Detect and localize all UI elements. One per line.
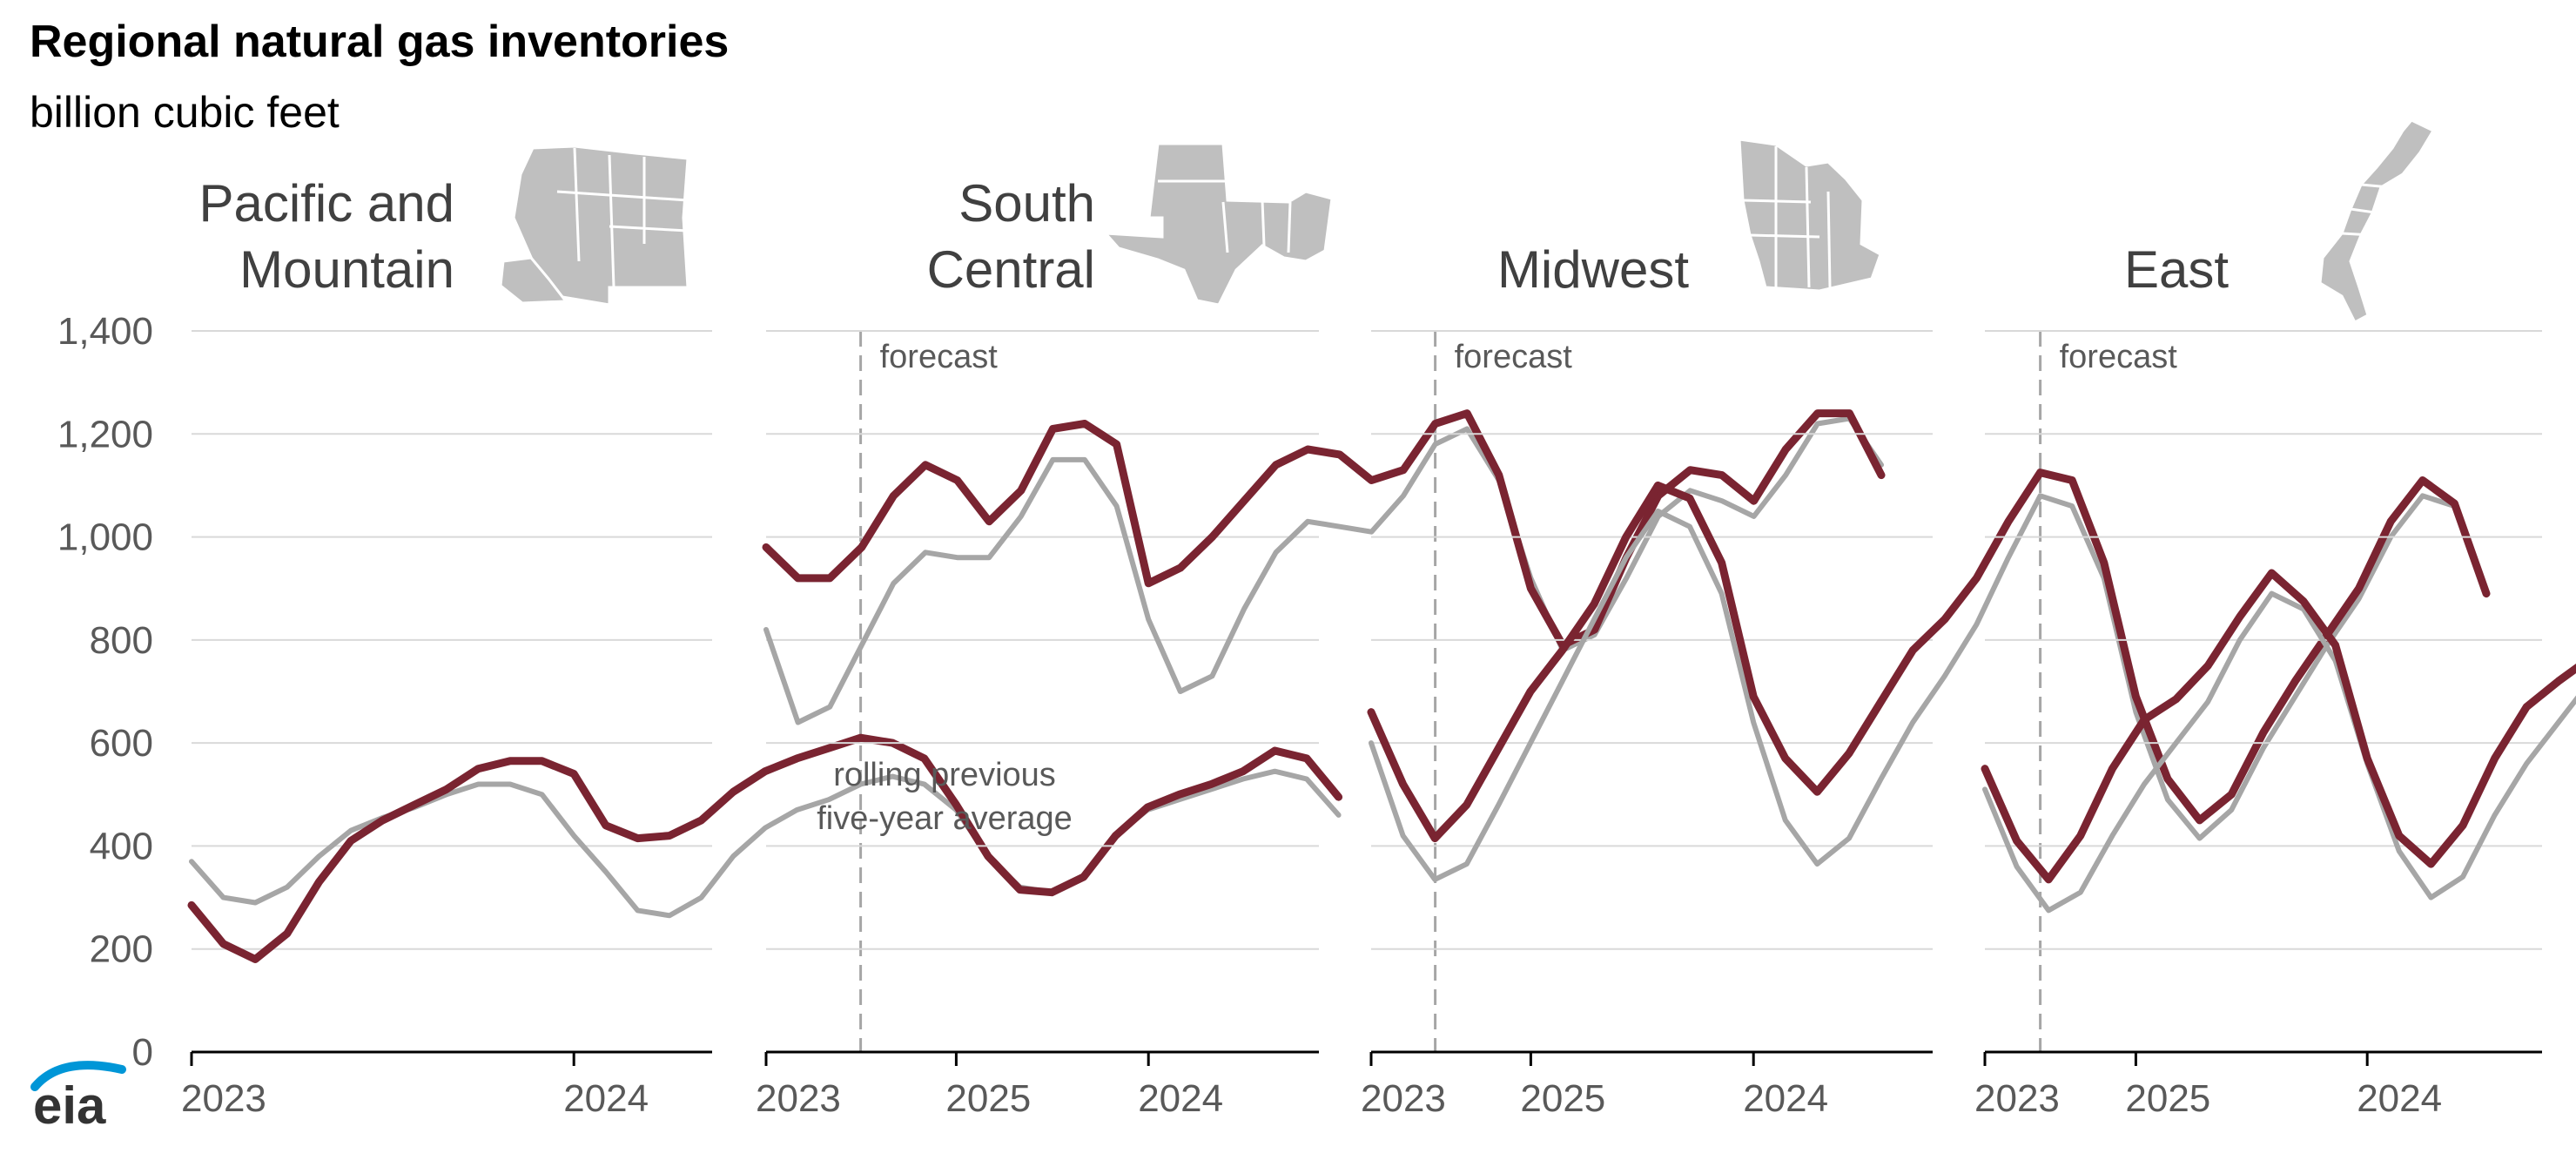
five-year-average-series-line xyxy=(1369,493,2489,882)
x-tick-label: 2024 xyxy=(1138,1077,1223,1120)
eastern-states-map-icon xyxy=(2318,118,2436,325)
inventory-series-line xyxy=(762,409,1886,650)
south-central-states-map-icon xyxy=(1102,142,1334,307)
y-tick-label: 1,200 xyxy=(57,413,153,455)
inventory-series-line xyxy=(1367,469,2491,843)
y-tick-label: 600 xyxy=(90,722,153,765)
five-year-average-series-line xyxy=(763,415,1884,725)
x-tick-label: 2025 xyxy=(2125,1077,2210,1120)
average-annotation: five-year average xyxy=(817,800,1073,837)
x-tick-label: 2024 xyxy=(563,1077,649,1120)
panel: 2023 2024 2025 forecast East xyxy=(1974,240,2576,1120)
logo-text: eia xyxy=(33,1076,106,1135)
panel: 2023 2024 2025 forecast Pacific and Mountain xyxy=(181,174,1343,1120)
x-tick-label: 2025 xyxy=(945,1077,1031,1120)
eia-logo: eia xyxy=(30,1061,126,1135)
x-tick-label: 2024 xyxy=(1743,1077,1828,1120)
chart-subtitle: billion cubic feet xyxy=(30,88,340,137)
midwest-states-map-icon xyxy=(1738,138,1882,293)
y-tick-label: 400 xyxy=(90,825,153,867)
forecast-label: forecast xyxy=(1455,339,1573,375)
forecast-label: forecast xyxy=(2060,339,2178,375)
y-tick-label: 200 xyxy=(90,928,153,971)
y-tick-label: 1,000 xyxy=(57,516,153,559)
panel: 2023 2024 2025 forecast Midwest xyxy=(1361,240,2491,1120)
chart-title: Regional natural gas inventories xyxy=(30,17,730,67)
x-tick-label: 2025 xyxy=(1520,1077,1605,1120)
x-tick-label: 2023 xyxy=(1361,1077,1446,1120)
logo-arc-icon xyxy=(30,1061,126,1091)
panel-title: Central xyxy=(927,240,1095,299)
x-tick-label: 2023 xyxy=(756,1077,841,1120)
x-tick-label: 2023 xyxy=(181,1077,266,1120)
y-tick-label: 0 xyxy=(132,1031,153,1074)
panel-title: Midwest xyxy=(1497,240,1689,299)
forecast-label: forecast xyxy=(880,339,999,375)
x-tick-label: 2024 xyxy=(2357,1077,2442,1120)
average-annotation: rolling previous xyxy=(833,757,1056,793)
panel-title: Pacific and xyxy=(199,174,455,233)
inventory-series-line xyxy=(1981,569,2576,884)
panel: 2023 2024 2025 forecast South Central rolling … xyxy=(756,174,1886,1120)
five-year-average-series-line xyxy=(189,768,1342,919)
panel-title: East xyxy=(2124,240,2229,299)
five-year-average-series-line xyxy=(1982,590,2576,914)
y-tick-label: 1,400 xyxy=(57,310,153,353)
western-states-map-icon xyxy=(499,145,689,307)
x-tick-label: 2023 xyxy=(1974,1077,2060,1120)
inventory-series-line xyxy=(187,733,1343,963)
panel-title: South xyxy=(958,174,1095,233)
y-tick-label: 800 xyxy=(90,619,153,662)
panel-title: Mountain xyxy=(239,240,454,299)
